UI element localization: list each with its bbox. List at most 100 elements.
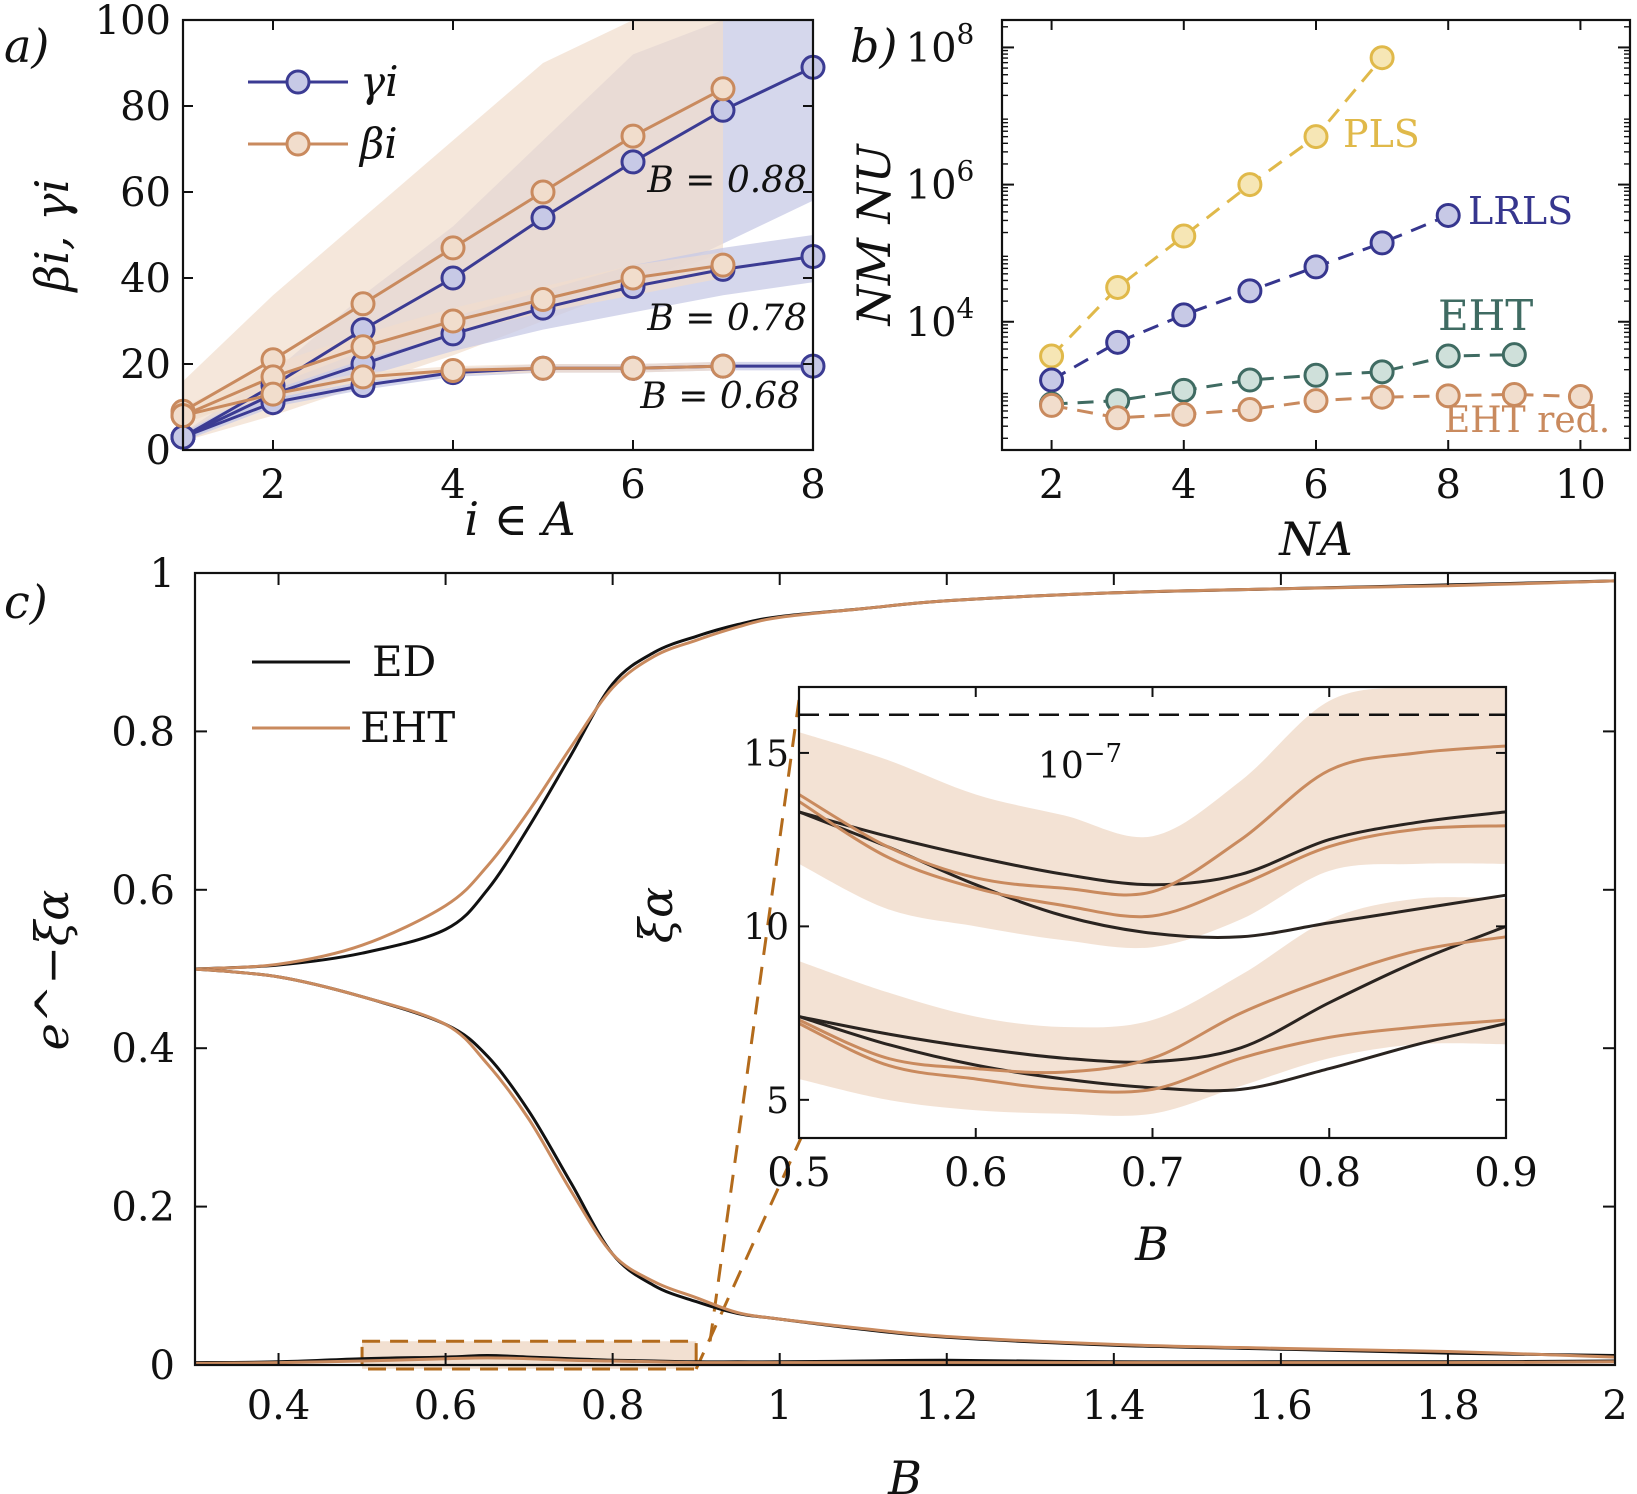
b-point-eht_red-4 <box>1303 388 1329 414</box>
point-1-2 <box>350 291 376 317</box>
b-point-lrls-5 <box>1369 230 1395 256</box>
b-xtick-label-6: 6 <box>1303 462 1328 508</box>
c-xtick-label-0.6: 0.6 <box>414 1383 478 1429</box>
b-point-lrls-1 <box>1105 329 1131 355</box>
c-series-5 <box>194 1356 1616 1365</box>
panel-a-ylabel: βi, γi <box>25 179 79 294</box>
c-xtick-label-1.4: 1.4 <box>1082 1383 1146 1429</box>
c-xtick-label-1: 1 <box>767 1383 792 1429</box>
inset-band-1 <box>799 897 1506 1116</box>
c-xtick-label-0.4: 0.4 <box>247 1383 311 1429</box>
band-3 <box>183 252 723 425</box>
b-ytick-label-4: 104 <box>906 292 975 346</box>
c-xtick-label-1.8: 1.8 <box>1416 1383 1480 1429</box>
i-ytick-label-15: 15 <box>743 734 789 775</box>
point-3-3 <box>440 308 466 334</box>
i-xtick-label-0.8: 0.8 <box>1297 1150 1361 1196</box>
inset-series-4 <box>798 925 1507 1064</box>
panel-b: 2 4 6 8 10 104 106 108 b) NA NM NU PLS LRLS EHT EH… <box>847 17 1632 566</box>
c-ytick-label-0: 0 <box>150 1343 175 1389</box>
point-5-4 <box>530 355 556 381</box>
band-4 <box>183 361 813 442</box>
inset-series-7 <box>798 1018 1507 1094</box>
b-point-pls-5 <box>1369 45 1395 71</box>
point-0-5 <box>620 149 646 175</box>
annotation-b088: B = 0.88 <box>646 160 807 201</box>
label-eht: EHT <box>1438 291 1533 340</box>
b-point-eht_red-0 <box>1039 392 1065 418</box>
b-point-lrls-0 <box>1039 367 1065 393</box>
i-ytick-label-10: 10 <box>743 907 789 948</box>
series-line-2 <box>182 255 814 439</box>
b-xtick-label-4: 4 <box>1171 462 1196 508</box>
panel-c-frame <box>193 571 1617 1367</box>
a-xtick-label-4: 4 <box>440 462 465 508</box>
b-ytick-label-6: 106 <box>906 155 975 209</box>
inset-band-0 <box>799 685 1506 949</box>
b-point-eht-2 <box>1171 377 1197 403</box>
annotation-b068: B = 0.68 <box>639 376 800 417</box>
i-xtick-label-0.6: 0.6 <box>944 1150 1008 1196</box>
point-5-5 <box>620 355 646 381</box>
a-ytick-label-40: 40 <box>120 256 171 302</box>
panel-c-ylabel: e^−ξα <box>25 890 79 1051</box>
b-point-eht_red-6 <box>1435 383 1461 409</box>
c-series-1 <box>194 579 1616 971</box>
b-point-pls-2 <box>1171 223 1197 249</box>
i-xtick-label-0.7: 0.7 <box>1121 1150 1185 1196</box>
c-ytick-label-0.6: 0.6 <box>111 868 175 914</box>
b-point-eht_red-3 <box>1237 397 1263 423</box>
a-ytick-label-60: 60 <box>120 170 171 216</box>
c-xtick-label-1.6: 1.6 <box>1249 1383 1313 1429</box>
point-1-6 <box>710 76 736 102</box>
panel-c-label: c) <box>4 575 48 629</box>
b-point-eht-3 <box>1237 367 1263 393</box>
b-point-eht-6 <box>1435 343 1461 369</box>
panel-b-ylabel: NM NU <box>847 142 901 326</box>
panel-a-legend: γi βi <box>248 57 399 168</box>
i-ytick-label-5: 5 <box>766 1081 789 1122</box>
inset-series-5 <box>798 1015 1507 1093</box>
legend-eht-label: EHT <box>360 703 455 752</box>
inset-xlabel: B <box>1134 1217 1169 1271</box>
i-xtick-label-0.9: 0.9 <box>1474 1150 1538 1196</box>
b-point-eht-4 <box>1303 362 1329 388</box>
b-point-lrls-6 <box>1435 202 1461 228</box>
c-series-3 <box>194 967 1616 1359</box>
inset-series-2 <box>798 744 1507 897</box>
b-ytick-label-8: 108 <box>906 17 975 71</box>
inset-series-3 <box>798 800 1507 919</box>
b-point-eht_red-1 <box>1105 405 1131 431</box>
point-5-1 <box>260 381 286 407</box>
b-point-eht-7 <box>1501 342 1527 368</box>
inset-series-6 <box>798 935 1507 1075</box>
a-ytick-label-80: 80 <box>120 84 171 130</box>
legend-beta-label: βi <box>358 119 398 168</box>
zoom-connector-right <box>694 1137 803 1370</box>
point-3-6 <box>710 252 736 278</box>
b-xtick-label-8: 8 <box>1435 462 1460 508</box>
panel-c: 0.4 0.6 0.8 1 1.2 1.4 1.6 1.8 2 0 0.2 0.4 0.6 0.8 1 c)… <box>4 551 1628 1494</box>
b-point-eht_red-2 <box>1171 401 1197 427</box>
panel-c-legend: ED EHT <box>252 637 455 752</box>
legend-ed-label: ED <box>372 637 436 686</box>
c-xtick-label-0.8: 0.8 <box>581 1383 645 1429</box>
panel-b-label: b) <box>850 19 897 73</box>
point-5-6 <box>710 353 736 379</box>
b-point-lrls-2 <box>1171 302 1197 328</box>
i-xtick-label-0.5: 0.5 <box>767 1150 831 1196</box>
point-0-6 <box>710 97 736 123</box>
b-point-pls-0 <box>1039 343 1065 369</box>
b-point-pls-3 <box>1237 172 1263 198</box>
panel-a-label: a) <box>4 19 49 73</box>
b-point-lrls-3 <box>1237 278 1263 304</box>
b-point-pls-4 <box>1303 124 1329 150</box>
point-3-4 <box>530 287 556 312</box>
b-point-eht-5 <box>1369 359 1395 385</box>
series-line-0 <box>182 65 814 439</box>
panel-c-xlabel: B <box>887 1451 922 1494</box>
panel-b-xlabel: NA <box>1278 512 1352 566</box>
band-1 <box>183 20 723 442</box>
label-eht-red: EHT red. <box>1444 400 1610 441</box>
